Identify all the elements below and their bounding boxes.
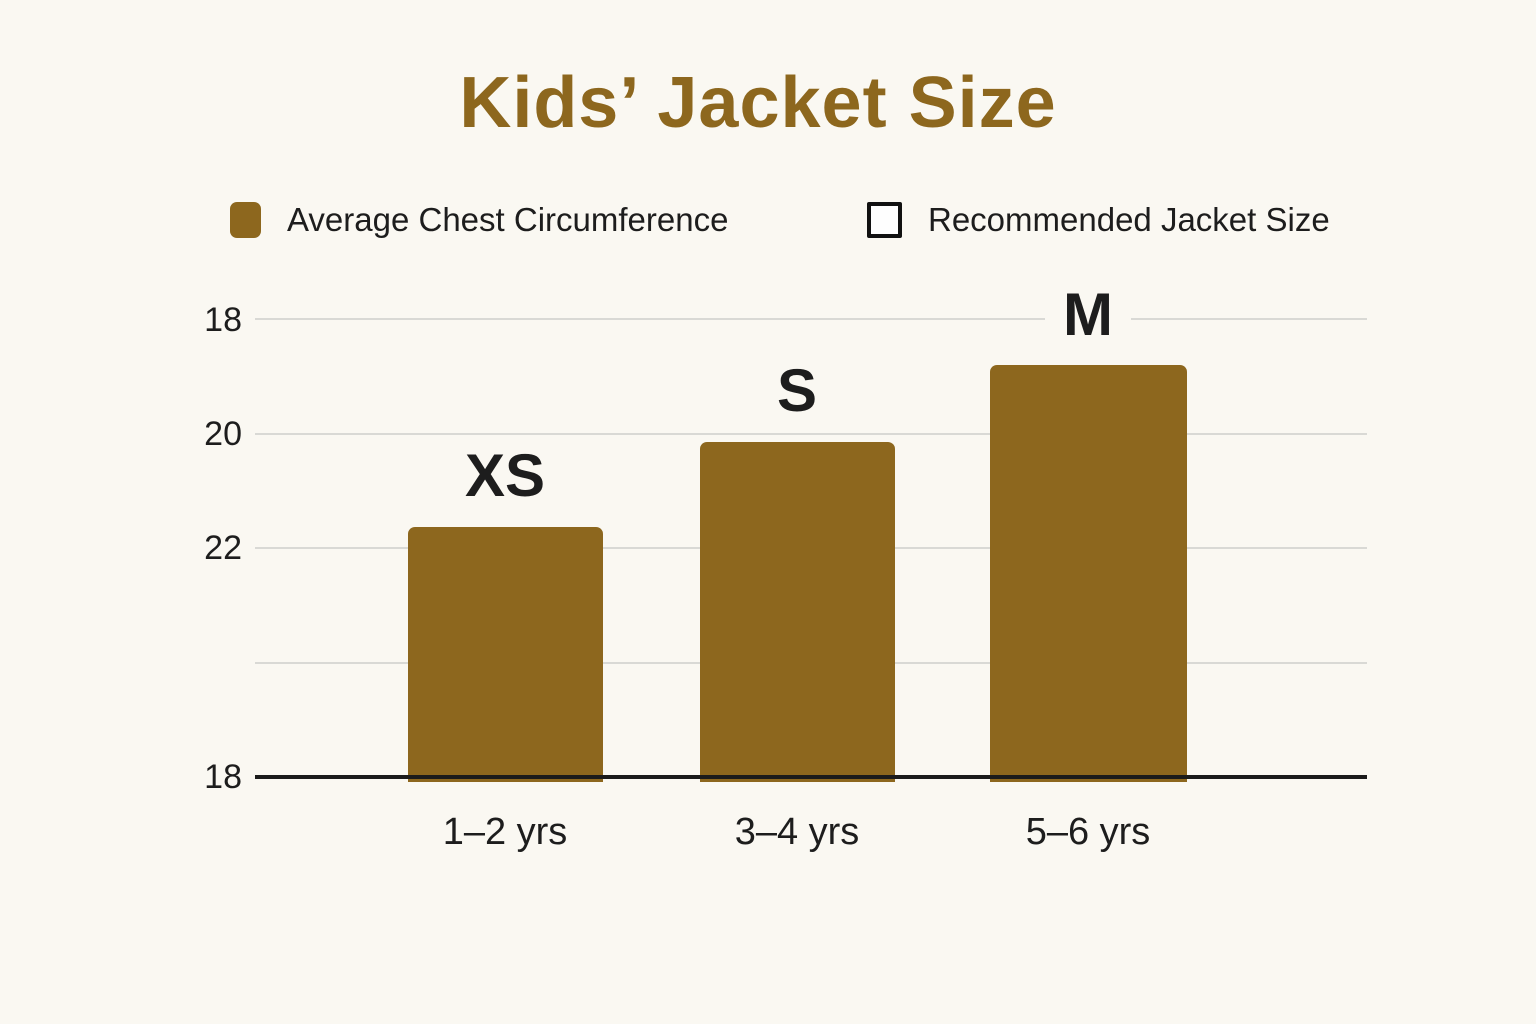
y-tick-label: 18 (204, 758, 242, 796)
x-tick-label-5-6-yrs: 5–6 yrs (1025, 811, 1151, 853)
bar-1-2-yrs (408, 527, 603, 782)
x-tick-label-3-4-yrs: 3–4 yrs (734, 811, 860, 853)
legend-item-average-chest-circumference: Average Chest Circumference (230, 200, 728, 240)
gridline-20 (255, 433, 1367, 435)
gridline-18 (255, 318, 1367, 320)
bar-value-label-xs: XS (446, 446, 564, 506)
y-tick-label: 18 (204, 301, 242, 339)
y-tick-label: 22 (204, 529, 242, 567)
x-axis-line (255, 775, 1367, 779)
legend-label-recommended-jacket-size: Recommended Jacket Size (928, 201, 1330, 238)
legend-filled-swatch-icon (230, 202, 261, 238)
legend-outlined-swatch-icon (867, 202, 902, 238)
x-tick-label-1-2-yrs: 1–2 yrs (442, 811, 568, 853)
y-tick-label: 20 (204, 415, 242, 453)
bar-value-label-s: S (758, 361, 836, 421)
legend-label-average-chest-circumference: Average Chest Circumference (287, 201, 729, 238)
chart-title: Kids’ Jacket Size (459, 63, 1057, 143)
bar-value-label-m: M (1045, 285, 1131, 345)
bar-3-4-yrs (700, 442, 895, 782)
bar-5-6-yrs (990, 365, 1187, 782)
legend-item-recommended-jacket-size: Recommended Jacket Size (867, 200, 1330, 240)
